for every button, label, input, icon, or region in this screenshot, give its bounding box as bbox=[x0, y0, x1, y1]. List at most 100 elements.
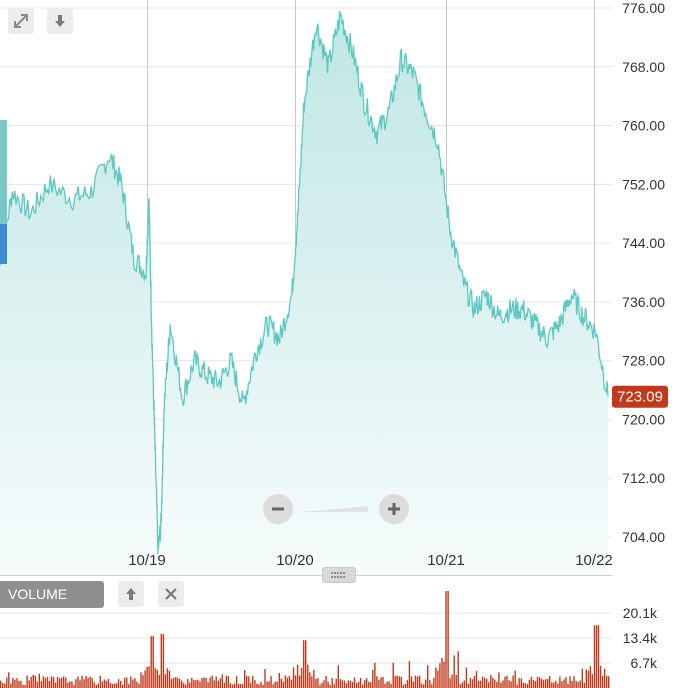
volume-bar bbox=[528, 679, 531, 688]
volume-bar bbox=[317, 678, 319, 688]
volume-bar bbox=[0, 680, 2, 688]
volume-bar bbox=[498, 672, 500, 688]
volume-bar bbox=[54, 682, 57, 688]
volume-bar bbox=[311, 676, 313, 688]
volume-bar bbox=[215, 676, 217, 688]
volume-y-tick-label: 13.4k bbox=[623, 630, 658, 646]
x-tick-label: 10/20 bbox=[276, 552, 314, 569]
volume-bar bbox=[134, 678, 136, 688]
volume-bar bbox=[162, 633, 165, 688]
volume-bar bbox=[567, 684, 569, 688]
grip-dots-icon bbox=[331, 572, 345, 578]
volume-bar bbox=[95, 684, 97, 688]
volume-bar bbox=[435, 667, 437, 688]
volume-bar bbox=[22, 684, 24, 688]
volume-bar bbox=[97, 683, 99, 688]
volume-bar bbox=[418, 675, 421, 688]
zoom-out-button[interactable] bbox=[263, 494, 293, 524]
volume-bar bbox=[166, 668, 169, 688]
volume-bar bbox=[327, 681, 329, 688]
volume-bar bbox=[270, 676, 272, 688]
volume-bar bbox=[488, 682, 490, 688]
volume-y-tick-label: 20.1k bbox=[623, 605, 658, 621]
volume-bar bbox=[81, 675, 83, 688]
volume-bar bbox=[530, 676, 533, 688]
volume-bar bbox=[412, 681, 415, 688]
download-button[interactable] bbox=[47, 8, 73, 34]
volume-bar bbox=[516, 684, 518, 688]
volume-bar bbox=[138, 683, 140, 688]
volume-bar bbox=[40, 681, 43, 688]
volume-bar bbox=[329, 684, 331, 688]
close-x-icon bbox=[165, 588, 177, 600]
y-tick-label: 728.00 bbox=[622, 353, 665, 369]
volume-bar bbox=[441, 657, 443, 688]
panel-resize-handle[interactable] bbox=[322, 567, 356, 583]
volume-bar bbox=[599, 666, 602, 688]
volume-bar bbox=[364, 679, 366, 688]
volume-bar bbox=[467, 683, 470, 688]
volume-bar bbox=[534, 681, 537, 688]
volume-bar bbox=[42, 676, 45, 688]
volume-bar bbox=[565, 677, 567, 688]
volume-bar bbox=[233, 683, 236, 688]
volume-bar bbox=[79, 680, 81, 688]
volume-bar bbox=[148, 666, 150, 688]
volume-bar bbox=[111, 683, 114, 688]
expand-arrows-icon bbox=[14, 14, 28, 28]
volume-bar bbox=[256, 683, 258, 688]
volume-bar bbox=[309, 672, 311, 688]
volume-close-button[interactable] bbox=[158, 581, 184, 607]
volume-bar bbox=[264, 669, 266, 688]
volume-bar bbox=[479, 680, 482, 688]
volume-bar bbox=[260, 682, 262, 688]
volume-bar bbox=[542, 680, 545, 688]
volume-bar bbox=[362, 684, 364, 688]
volume-bar bbox=[469, 677, 472, 688]
last-price-label: 723.09 bbox=[617, 389, 663, 406]
volume-bar bbox=[512, 675, 514, 688]
volume-bar bbox=[606, 675, 608, 688]
volume-bar bbox=[181, 680, 183, 688]
left-range-marker-upper bbox=[0, 120, 7, 224]
volume-bar bbox=[386, 681, 388, 688]
volume-bar bbox=[73, 684, 75, 688]
volume-bar bbox=[486, 678, 488, 688]
volume-bar bbox=[569, 676, 571, 688]
zoom-slider-track[interactable] bbox=[302, 503, 368, 515]
volume-move-up-button[interactable] bbox=[118, 581, 144, 607]
volume-bar bbox=[514, 670, 516, 688]
volume-bar bbox=[274, 681, 276, 688]
volume-bar bbox=[113, 683, 116, 688]
volume-bar bbox=[492, 677, 494, 688]
volume-bar bbox=[225, 675, 228, 688]
left-range-marker-lower bbox=[0, 224, 7, 264]
volume-bar bbox=[136, 681, 138, 688]
volume-bar bbox=[443, 661, 445, 688]
volume-bar bbox=[32, 674, 34, 688]
volume-bar bbox=[524, 683, 526, 688]
volume-bar bbox=[333, 684, 335, 688]
volume-bar bbox=[376, 676, 378, 688]
zoom-in-button[interactable] bbox=[379, 494, 409, 524]
volume-bar bbox=[597, 625, 600, 688]
volume-bar bbox=[211, 675, 213, 688]
volume-bar bbox=[603, 668, 606, 688]
volume-bar bbox=[384, 683, 386, 688]
volume-bar bbox=[120, 681, 122, 688]
volume-bar bbox=[142, 675, 144, 688]
price-area bbox=[0, 12, 608, 576]
last-price-badge: 723.09 bbox=[612, 385, 668, 408]
volume-bar bbox=[93, 682, 95, 688]
volume-bar bbox=[189, 682, 191, 688]
volume-bar bbox=[152, 636, 154, 688]
volume-bar bbox=[455, 675, 457, 688]
volume-bar bbox=[504, 676, 506, 688]
volume-bar bbox=[258, 684, 260, 688]
volume-bar bbox=[457, 651, 459, 688]
volume-bar bbox=[453, 655, 455, 688]
expand-button[interactable] bbox=[8, 8, 34, 34]
volume-bar bbox=[477, 680, 480, 688]
volume-bar bbox=[475, 671, 478, 688]
